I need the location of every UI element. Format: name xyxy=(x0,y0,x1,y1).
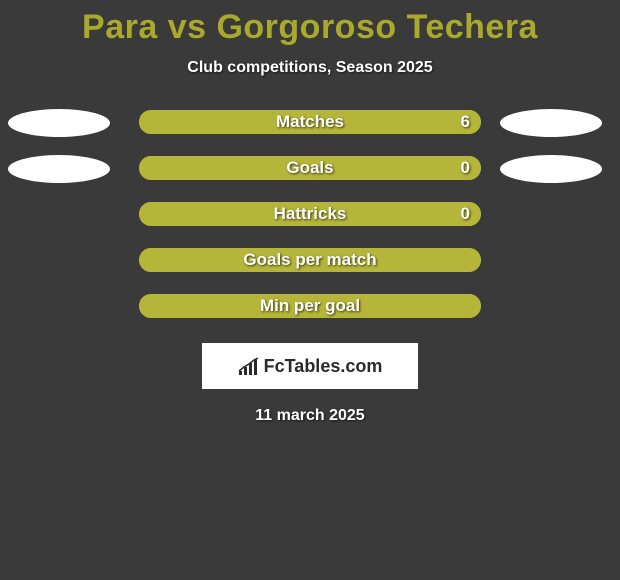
player-avatar-right xyxy=(500,109,602,137)
stat-bar-track xyxy=(139,110,481,134)
stat-bar-fill xyxy=(139,156,481,180)
bar-chart-icon xyxy=(238,357,260,375)
stat-bar-fill xyxy=(139,248,481,272)
brand-logo: FcTables.com xyxy=(202,343,418,389)
stat-row: Goals0 xyxy=(0,151,620,197)
footer-date: 11 march 2025 xyxy=(0,407,620,425)
page-title: Para vs Gorgoroso Techera xyxy=(0,0,620,47)
stat-bar-fill xyxy=(139,110,481,134)
player-avatar-left xyxy=(8,109,110,137)
stat-bar-track xyxy=(139,248,481,272)
brand-logo-text: FcTables.com xyxy=(264,356,383,377)
stat-row: Matches6 xyxy=(0,105,620,151)
brand-logo-content: FcTables.com xyxy=(238,356,383,377)
stat-row: Goals per match xyxy=(0,243,620,289)
player-avatar-right xyxy=(500,155,602,183)
comparison-chart: Matches6Goals0Hattricks0Goals per matchM… xyxy=(0,105,620,335)
stat-bar-track xyxy=(139,156,481,180)
subtitle: Club competitions, Season 2025 xyxy=(0,59,620,77)
stat-bar-track xyxy=(139,294,481,318)
stat-bar-track xyxy=(139,202,481,226)
stat-row: Hattricks0 xyxy=(0,197,620,243)
stat-row: Min per goal xyxy=(0,289,620,335)
player-avatar-left xyxy=(8,155,110,183)
stat-bar-fill xyxy=(139,294,481,318)
stat-bar-fill xyxy=(139,202,481,226)
